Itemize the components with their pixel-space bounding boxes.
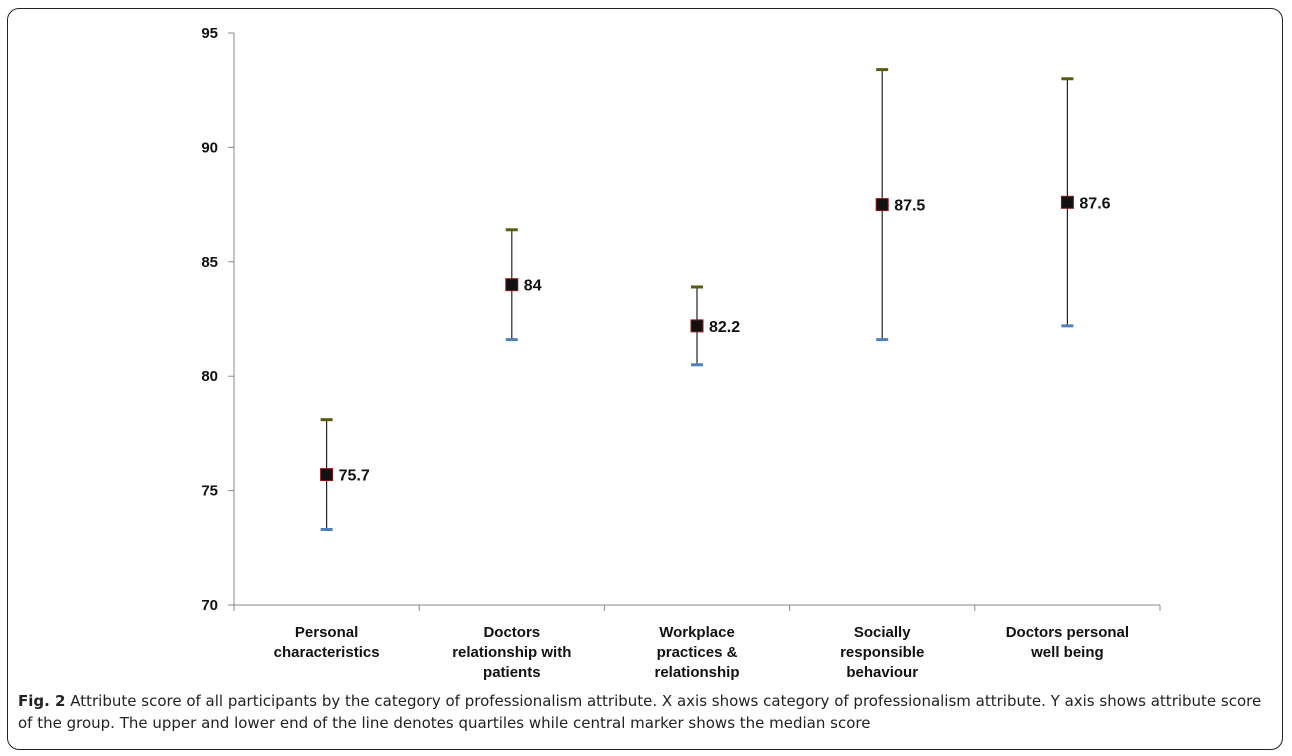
median-marker: [1060, 195, 1074, 209]
median-marker: [505, 278, 519, 292]
median-label: 75.7: [339, 468, 370, 485]
median-label: 87.5: [894, 198, 925, 215]
median-label: 87.6: [1079, 195, 1110, 212]
y-tick-label: 85: [201, 254, 218, 271]
x-tick-label: Workplace practices & relationship: [654, 624, 739, 681]
caption-label: Fig. 2: [18, 692, 66, 710]
median-marker: [320, 468, 334, 482]
y-tick-label: 95: [201, 25, 218, 42]
chart-marks: 75.7 84 82.2 87.5 87.6: [320, 68, 1111, 531]
x-tick-label: Doctors personal well being: [1006, 624, 1129, 661]
y-tick-label: 75: [201, 483, 218, 500]
figure-frame: [7, 8, 1283, 750]
x-tick-label: Personal characteristics: [274, 624, 380, 661]
figure-caption: Fig. 2 Attribute score of all participan…: [18, 690, 1270, 734]
chart-axes: 70 75 80 85 90 95 Personal characteristics Docto…: [201, 25, 1161, 681]
x-tick-label: Socially responsible behaviour: [840, 624, 924, 681]
y-tick-label: 70: [201, 597, 218, 614]
y-tick-label: 80: [201, 368, 218, 385]
x-tick-label: Doctors relationship with patients: [452, 624, 571, 681]
median-label: 84: [524, 278, 542, 295]
errorbar-chart: 70 75 80 85 90 95 Personal characteristics Docto…: [201, 25, 1161, 681]
median-label: 82.2: [709, 319, 740, 336]
median-marker: [875, 198, 889, 212]
y-tick-label: 90: [201, 139, 218, 156]
caption-text: Attribute score of all participants by t…: [18, 692, 1262, 732]
median-marker: [690, 319, 704, 333]
